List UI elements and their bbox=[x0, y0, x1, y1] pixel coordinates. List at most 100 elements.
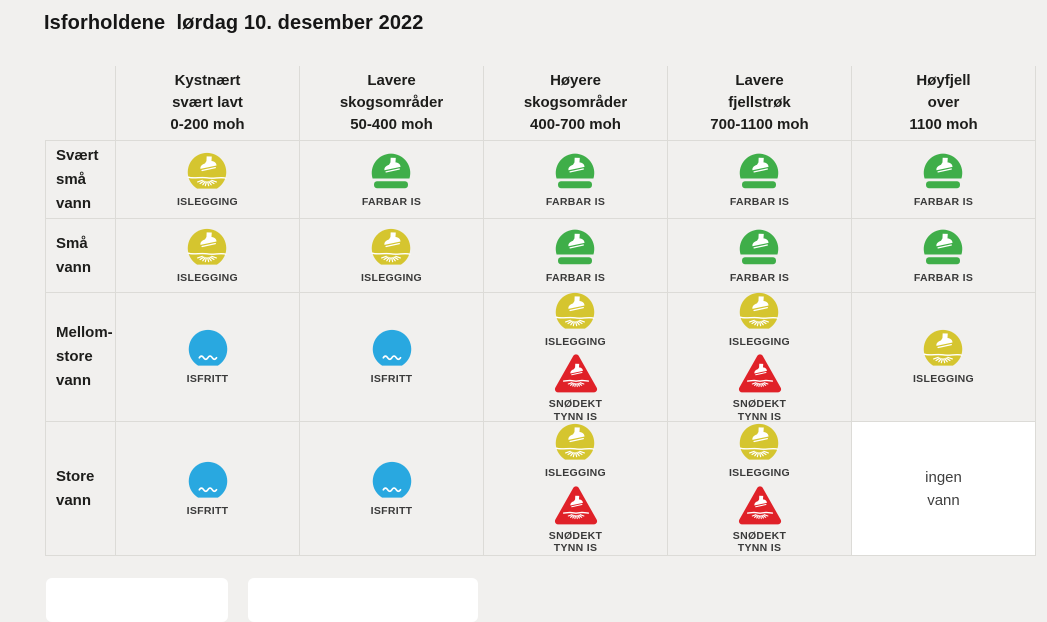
isfritt-icon bbox=[370, 460, 414, 504]
condition-cell-r1-c3: FARBAR IS bbox=[484, 141, 668, 219]
icon-group-isfritt: ISFRITT bbox=[186, 460, 230, 518]
column-header-line: 0-200 moh bbox=[170, 116, 245, 133]
column-header-2: Lavere skogsområder 50-400 moh bbox=[300, 66, 484, 141]
icon-label-line: FARBAR IS bbox=[361, 195, 422, 208]
snodekt-icon bbox=[738, 485, 782, 529]
condition-cell-r2-c2: ISLEGGING bbox=[300, 219, 484, 293]
farbar-icon bbox=[921, 227, 965, 271]
icon-group-farbar-is: FARBAR IS bbox=[730, 151, 789, 209]
row-header-line: små bbox=[56, 170, 87, 188]
icon-label: FARBAR IS bbox=[914, 196, 973, 209]
farbar-icon bbox=[553, 151, 597, 195]
row-header-line: vann bbox=[56, 491, 92, 509]
icon-label-line: FARBAR IS bbox=[545, 195, 606, 208]
column-header-line: Høyfjell bbox=[916, 72, 971, 89]
isfritt-icon bbox=[186, 460, 230, 504]
condition-cell-r3-c5: ISLEGGING bbox=[852, 293, 1036, 422]
snodekt-icon bbox=[554, 485, 598, 529]
icon-label: FARBAR IS bbox=[914, 272, 973, 285]
icon-label: FARBAR IS bbox=[546, 272, 605, 285]
condition-cell-r4-c4: ISLEGGING SNØDEKT TYNN IS bbox=[668, 422, 852, 556]
icon-label-line: ISFRITT bbox=[370, 504, 413, 517]
row-header-line: Store bbox=[56, 467, 95, 485]
bottom-card-2[interactable] bbox=[248, 578, 478, 622]
column-header-line: Lavere bbox=[735, 72, 784, 89]
icon-label: ISFRITT bbox=[371, 373, 413, 386]
islegging-icon bbox=[737, 291, 781, 335]
icon-group-islegging: ISLEGGING bbox=[177, 227, 238, 285]
column-header-1: Kystnært svært lavt 0-200 moh bbox=[116, 66, 300, 141]
icon-group-snodekt-tynn-is: SNØDEKT TYNN IS bbox=[549, 353, 602, 423]
islegging-icon bbox=[369, 227, 413, 271]
isfritt-icon bbox=[370, 328, 414, 372]
row-header-line: vann bbox=[56, 194, 92, 212]
snodekt-icon bbox=[554, 353, 598, 397]
column-header-4: Lavere fjellstrøk 700-1100 moh bbox=[668, 66, 852, 141]
icon-label: ISLEGGING bbox=[729, 336, 790, 349]
condition-cell-r4-c2: ISFRITT bbox=[300, 422, 484, 556]
icon-label: ISLEGGING bbox=[177, 272, 238, 285]
islegging-icon bbox=[185, 151, 229, 195]
bottom-card-1[interactable] bbox=[46, 578, 228, 622]
icon-label: SNØDEKT TYNN IS bbox=[549, 530, 602, 555]
icon-label: ISLEGGING bbox=[729, 467, 790, 480]
column-header-line: skogsområder bbox=[523, 94, 628, 111]
icon-label-line: TYNN IS bbox=[553, 410, 598, 423]
condition-cell-r1-c2: FARBAR IS bbox=[300, 141, 484, 219]
icon-label-line: ISLEGGING bbox=[544, 335, 607, 348]
icon-label-line: ISFRITT bbox=[370, 373, 413, 386]
islegging-icon bbox=[553, 422, 597, 466]
icon-group-snodekt-tynn-is: SNØDEKT TYNN IS bbox=[733, 353, 786, 423]
icon-label-line: ISLEGGING bbox=[176, 271, 239, 284]
icon-group-islegging: ISLEGGING bbox=[177, 151, 238, 209]
column-header-line: 1100 moh bbox=[909, 116, 978, 133]
icon-label-line: TYNN IS bbox=[553, 542, 598, 555]
no-water-line: ingen bbox=[925, 468, 962, 486]
icon-group-snodekt-tynn-is: SNØDEKT TYNN IS bbox=[733, 485, 786, 555]
condition-cell-r2-c1: ISLEGGING bbox=[116, 219, 300, 293]
row-header-line: Små bbox=[56, 234, 88, 252]
condition-cell-r1-c4: FARBAR IS bbox=[668, 141, 852, 219]
icon-group-farbar-is: FARBAR IS bbox=[730, 227, 789, 285]
column-header-line: svært lavt bbox=[172, 94, 243, 111]
icon-label: SNØDEKT TYNN IS bbox=[733, 398, 786, 423]
isfritt-icon bbox=[186, 328, 230, 372]
condition-cell-r3-c2: ISFRITT bbox=[300, 293, 484, 422]
icon-label: ISFRITT bbox=[187, 373, 229, 386]
icon-group-islegging: ISLEGGING bbox=[729, 422, 790, 480]
farbar-icon bbox=[737, 151, 781, 195]
farbar-icon bbox=[553, 227, 597, 271]
icon-label-line: TYNN IS bbox=[737, 542, 782, 555]
islegging-icon bbox=[737, 422, 781, 466]
icon-group-farbar-is: FARBAR IS bbox=[546, 227, 605, 285]
icon-label-line: ISLEGGING bbox=[728, 335, 791, 348]
icon-label-line: SNØDEKT bbox=[548, 398, 603, 411]
icon-label-line: ISLEGGING bbox=[728, 467, 791, 480]
icon-label: FARBAR IS bbox=[730, 196, 789, 209]
icon-group-islegging: ISLEGGING bbox=[545, 291, 606, 349]
icon-group-farbar-is: FARBAR IS bbox=[362, 151, 421, 209]
icon-label: FARBAR IS bbox=[730, 272, 789, 285]
icon-label: ISFRITT bbox=[371, 505, 413, 518]
islegging-icon bbox=[921, 328, 965, 372]
islegging-icon bbox=[185, 227, 229, 271]
icon-group-farbar-is: FARBAR IS bbox=[546, 151, 605, 209]
table-corner-cell bbox=[45, 66, 116, 141]
icon-label-line: FARBAR IS bbox=[913, 271, 974, 284]
icon-label: FARBAR IS bbox=[362, 196, 421, 209]
row-header-line: store bbox=[56, 348, 93, 365]
icon-group-isfritt: ISFRITT bbox=[370, 460, 414, 518]
no-water-line: vann bbox=[927, 491, 960, 509]
icon-label: ISLEGGING bbox=[177, 196, 238, 209]
farbar-icon bbox=[921, 151, 965, 195]
icon-label-line: TYNN IS bbox=[737, 410, 782, 423]
condition-cell-r2-c3: FARBAR IS bbox=[484, 219, 668, 293]
icon-label-line: SNØDEKT bbox=[732, 529, 787, 542]
row-header-text: Store vann bbox=[56, 465, 94, 513]
condition-cell-r1-c1: ISLEGGING bbox=[116, 141, 300, 219]
farbar-icon bbox=[369, 151, 413, 195]
icon-label: ISLEGGING bbox=[913, 373, 974, 386]
icon-label-line: ISFRITT bbox=[186, 504, 229, 517]
column-header-line: 50-400 moh bbox=[350, 116, 433, 133]
column-header-line: Kystnært bbox=[174, 72, 241, 89]
